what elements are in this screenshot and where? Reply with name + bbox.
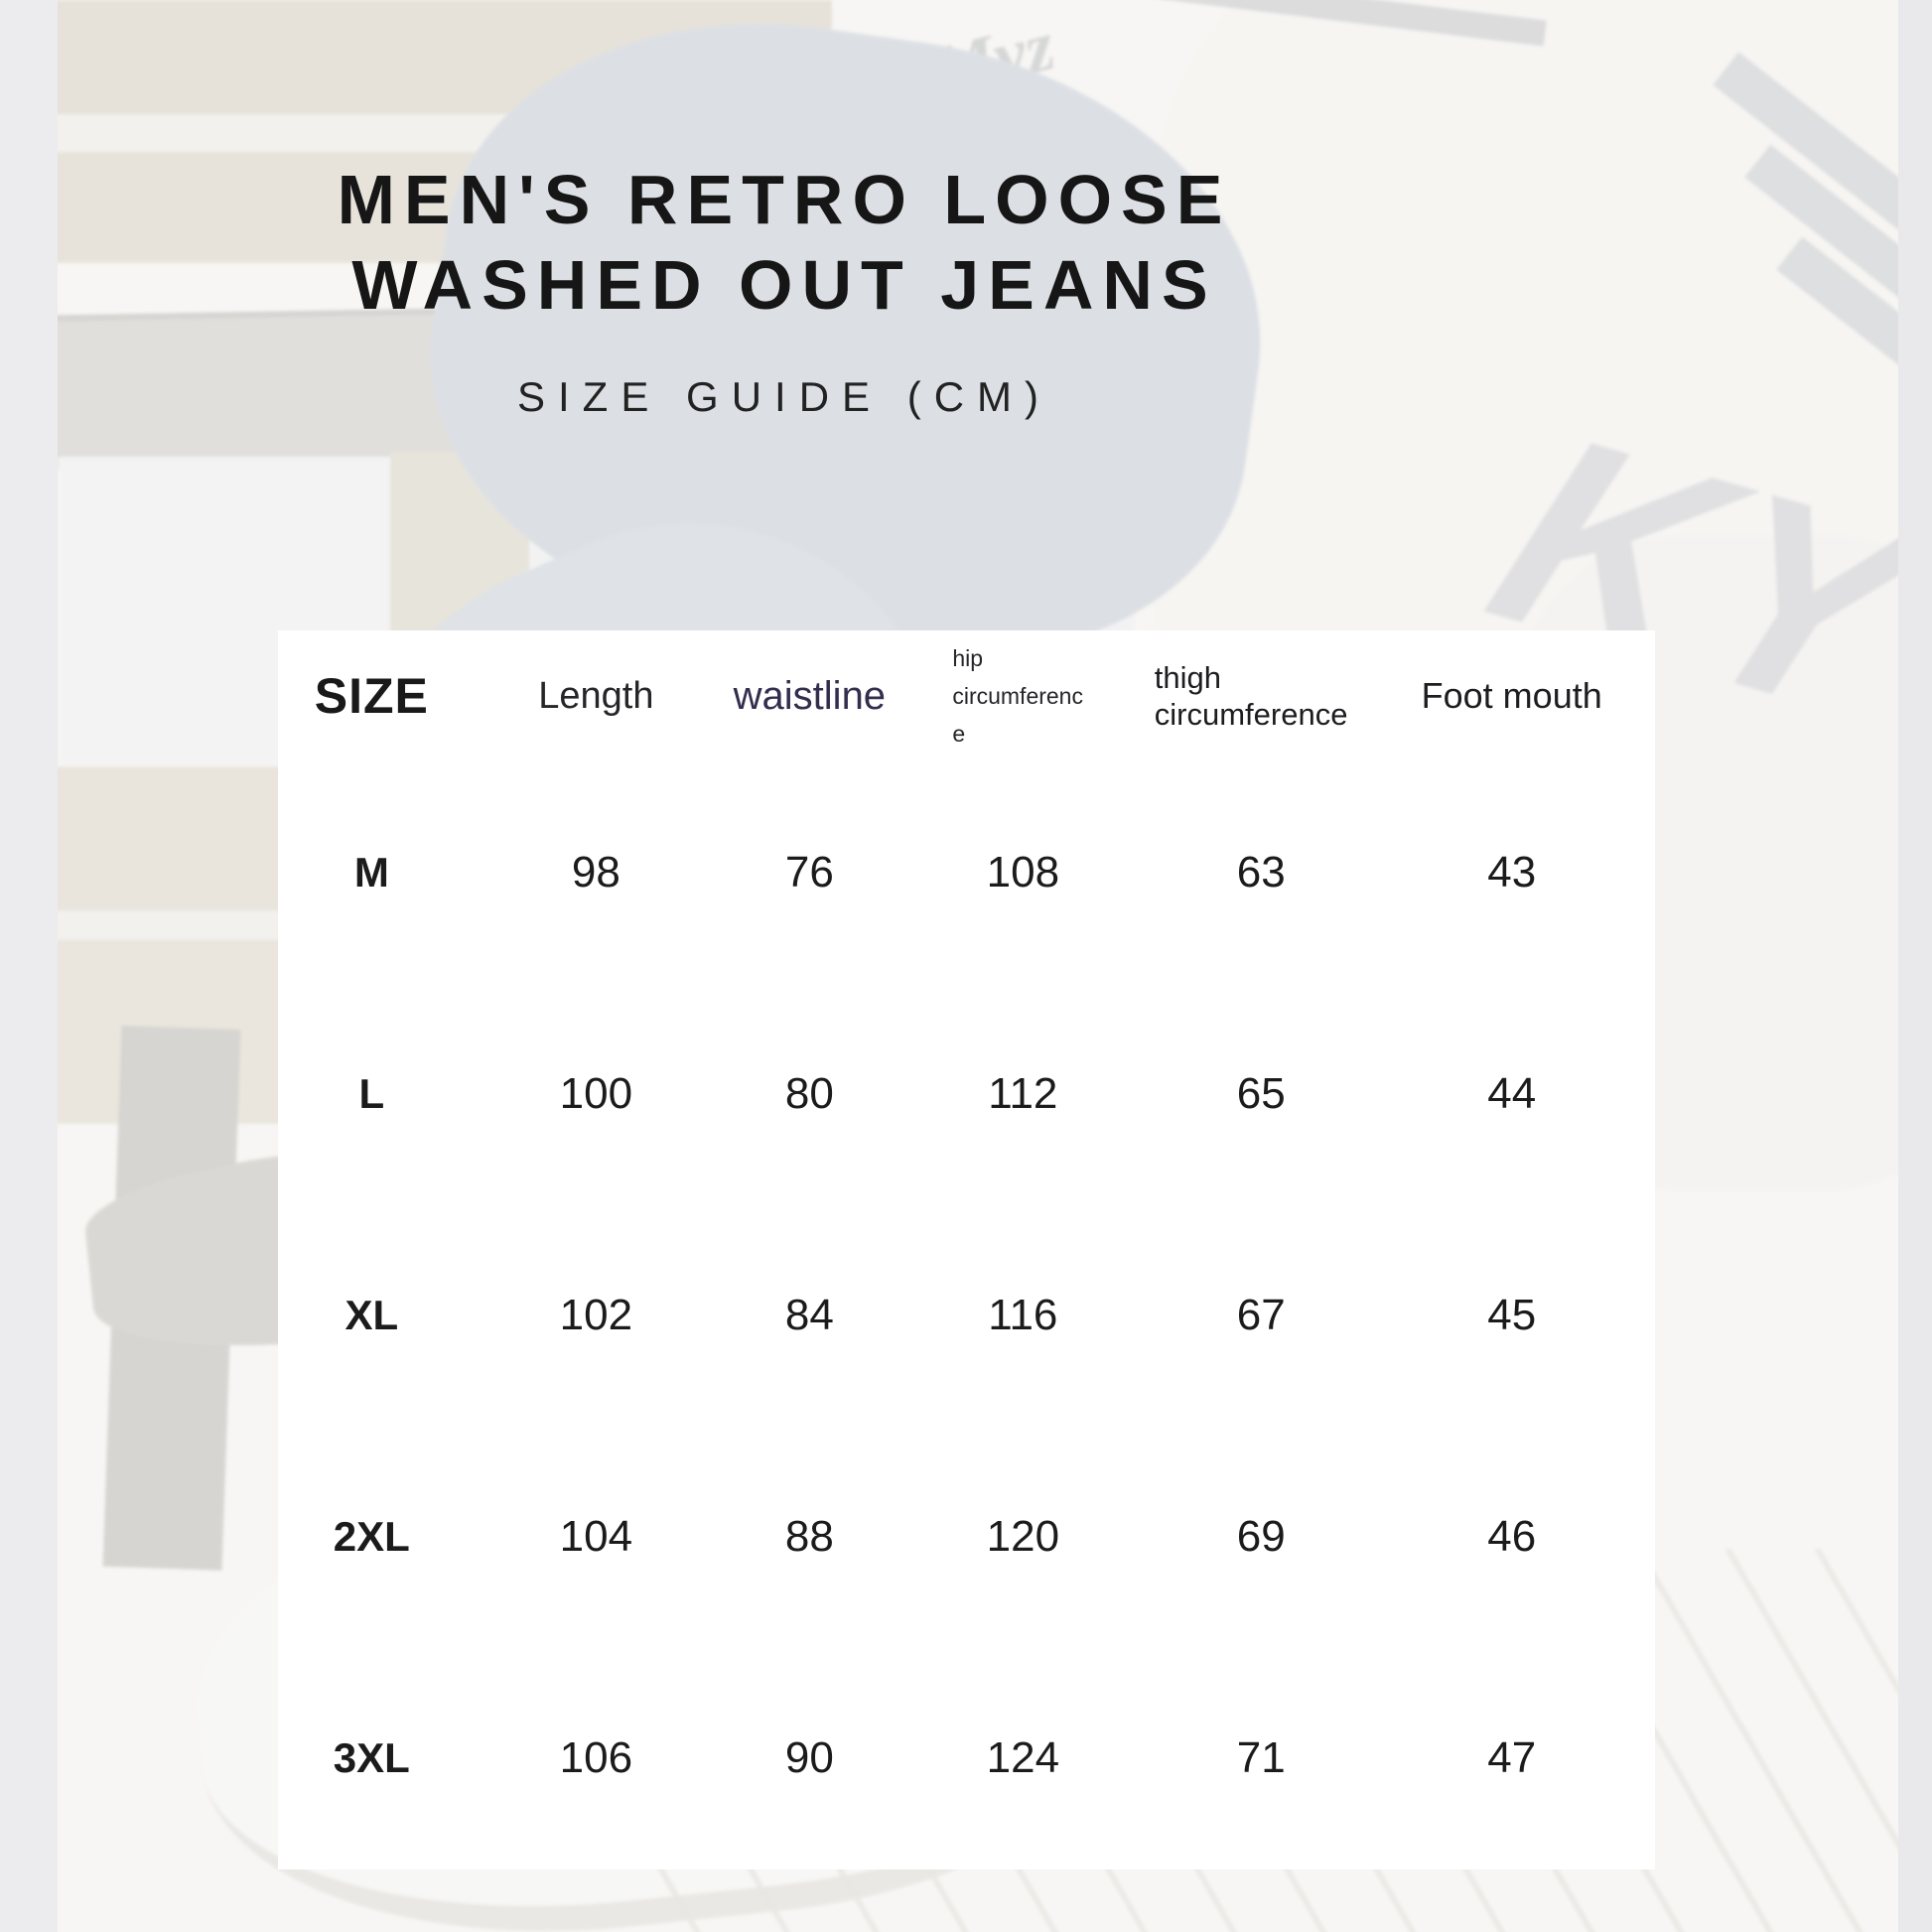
size-row-label: 3XL bbox=[333, 1734, 410, 1782]
length-value: 106 bbox=[559, 1733, 633, 1783]
poster-subtitle: SIZE GUIDE (CM) bbox=[517, 373, 1051, 420]
foot-mouth-value: 44 bbox=[1487, 1068, 1537, 1118]
hip-value: 120 bbox=[986, 1512, 1060, 1562]
thigh-value: 71 bbox=[1236, 1733, 1286, 1783]
foot-mouth-value: 43 bbox=[1487, 847, 1537, 897]
hip-circumference-label: hip circumference bbox=[952, 645, 1083, 747]
size-row-label: L bbox=[358, 1069, 385, 1117]
thigh-value: 63 bbox=[1236, 847, 1286, 897]
size-row-label: XL bbox=[345, 1291, 399, 1338]
length-value: 98 bbox=[571, 847, 621, 897]
length-value: 100 bbox=[559, 1068, 633, 1118]
foot-mouth-value: 45 bbox=[1487, 1290, 1537, 1339]
left-margin-strip bbox=[0, 0, 58, 1932]
hip-value: 124 bbox=[986, 1733, 1060, 1783]
right-margin-strip bbox=[1898, 0, 1932, 1932]
column-header-length: Length bbox=[538, 674, 654, 717]
size-table: SIZE Length waistline hip circumference … bbox=[278, 630, 1655, 1869]
foot-mouth-value: 46 bbox=[1487, 1512, 1537, 1562]
hip-value: 112 bbox=[988, 1068, 1058, 1118]
hip-value: 116 bbox=[988, 1290, 1058, 1339]
poster-title-line1: MEN'S RETRO LOOSE bbox=[337, 161, 1232, 238]
thigh-circumference-label: thigh circumference bbox=[1154, 660, 1348, 732]
waistline-value: 88 bbox=[784, 1512, 834, 1562]
size-row-label: M bbox=[353, 848, 389, 896]
waistline-value: 80 bbox=[784, 1068, 834, 1118]
size-table-card: SIZE Length waistline hip circumference … bbox=[278, 630, 1655, 1869]
hip-value: 108 bbox=[986, 847, 1060, 897]
column-header-waistline: waistline bbox=[733, 673, 887, 718]
foot-mouth-value: 47 bbox=[1487, 1733, 1537, 1783]
column-header-size: SIZE bbox=[314, 668, 429, 724]
column-header-hip-circumference: hip circumference bbox=[893, 630, 1155, 761]
column-header-foot-mouth: Foot mouth bbox=[1421, 675, 1602, 716]
length-value: 102 bbox=[559, 1290, 633, 1339]
waistline-value: 90 bbox=[784, 1733, 834, 1783]
thigh-value: 67 bbox=[1236, 1290, 1286, 1339]
thigh-value: 69 bbox=[1236, 1512, 1286, 1562]
waistline-value: 76 bbox=[784, 847, 834, 897]
thigh-value: 65 bbox=[1236, 1068, 1286, 1118]
length-value: 104 bbox=[559, 1512, 633, 1562]
poster-title-line2: WASHED OUT JEANS bbox=[351, 246, 1217, 324]
waistline-value: 84 bbox=[784, 1290, 834, 1339]
size-row-label: 2XL bbox=[333, 1513, 410, 1561]
column-header-thigh-circumference: thigh circumference bbox=[1154, 630, 1368, 761]
poster-title: MEN'S RETRO LOOSE WASHED OUT JEANS bbox=[0, 157, 1569, 328]
